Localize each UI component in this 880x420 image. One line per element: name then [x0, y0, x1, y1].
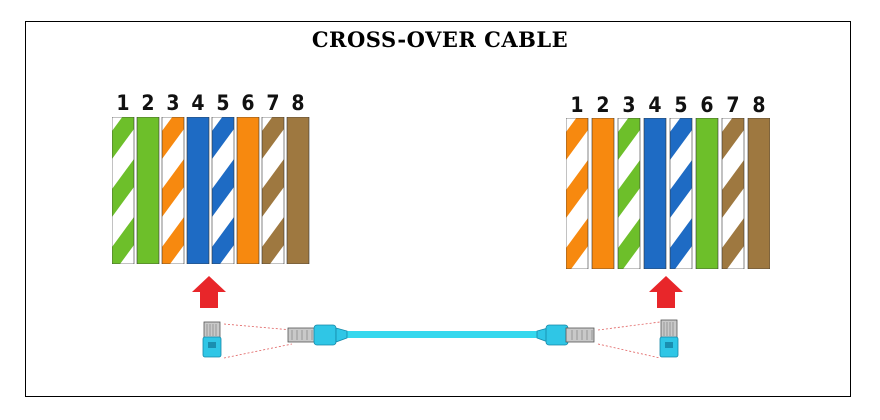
- right-pin-label-3: 3: [622, 93, 635, 117]
- zoom-guide-lines: [223, 321, 661, 359]
- left-pin-label-1: 1: [116, 91, 129, 115]
- left-pin-label-6: 6: [241, 91, 254, 115]
- left-up-arrow-icon: [192, 276, 226, 308]
- patch-cable: [345, 331, 539, 338]
- left-wire-1: [112, 117, 135, 264]
- left-wire-7: [261, 117, 285, 264]
- right-pin-label-2: 2: [596, 93, 609, 117]
- left-pin-label-8: 8: [291, 91, 304, 115]
- right-pin-label-5: 5: [674, 93, 687, 117]
- right-wire-1: [566, 118, 589, 269]
- right-wire-5: [669, 118, 693, 269]
- right-wire-8: [747, 118, 770, 269]
- right-rj45-plug: [536, 324, 595, 346]
- left-pin-label-5: 5: [216, 91, 229, 115]
- left-plug-closeup-icon: [202, 321, 222, 358]
- right-pin-label-7: 7: [726, 93, 739, 117]
- left-wire-4: [186, 117, 210, 264]
- left-pin-label-7: 7: [266, 91, 279, 115]
- right-wire-2: [591, 118, 615, 269]
- left-wire-6: [236, 117, 260, 264]
- right-wire-7: [721, 118, 745, 269]
- right-pin-label-6: 6: [700, 93, 713, 117]
- left-pin-label-2: 2: [141, 91, 154, 115]
- diagram-frame: [25, 21, 851, 397]
- diagram-title: CROSS-OVER CABLE: [311, 27, 569, 52]
- right-up-arrow-icon: [649, 276, 683, 308]
- left-wire-8: [286, 117, 310, 264]
- left-pin-label-3: 3: [166, 91, 179, 115]
- left-wire-3: [161, 117, 185, 264]
- left-pin-label-4: 4: [191, 91, 204, 115]
- left-wire-5: [211, 117, 235, 264]
- right-plug-closeup-icon: [659, 319, 679, 358]
- right-pin-label-1: 1: [570, 93, 583, 117]
- right-wire-6: [695, 118, 719, 269]
- right-wire-4: [643, 118, 667, 269]
- right-pin-label-4: 4: [648, 93, 661, 117]
- right-pin-label-8: 8: [752, 93, 765, 117]
- right-wire-3: [617, 118, 641, 269]
- left-rj45-plug: [287, 324, 348, 346]
- left-wire-2: [136, 117, 160, 264]
